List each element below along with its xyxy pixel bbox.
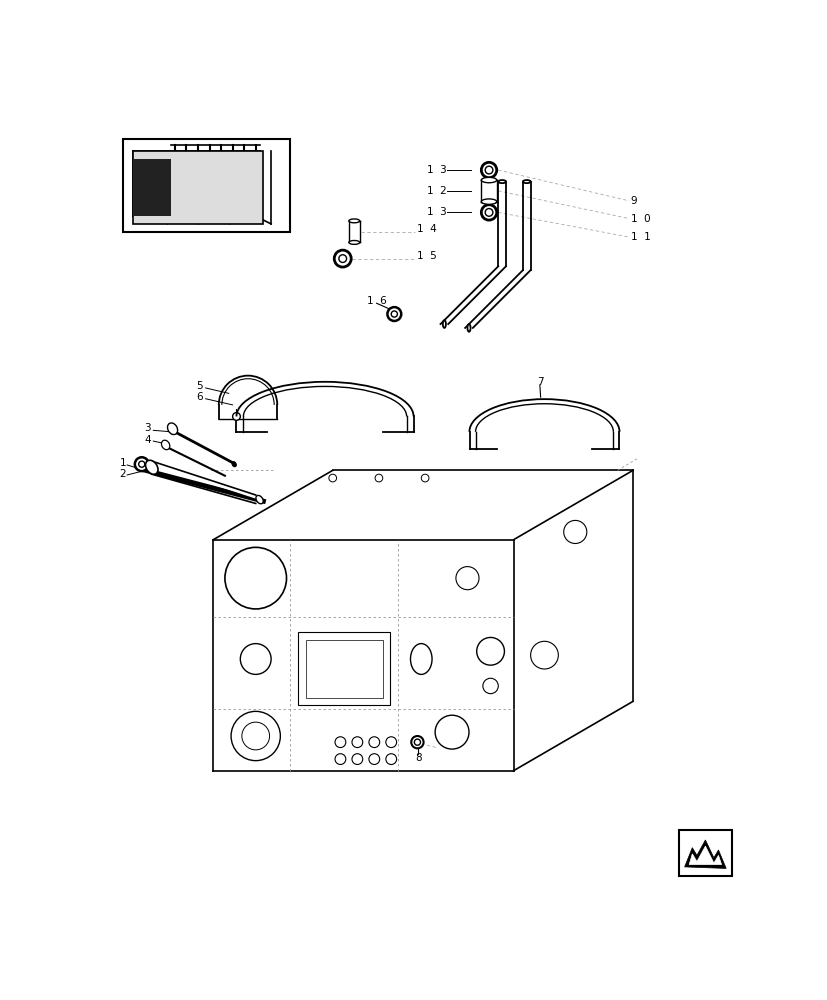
- Circle shape: [241, 722, 270, 750]
- Circle shape: [351, 754, 362, 764]
- Ellipse shape: [414, 739, 420, 745]
- Ellipse shape: [467, 324, 470, 332]
- Bar: [298, 632, 390, 705]
- Circle shape: [232, 413, 240, 420]
- Bar: [132, 158, 171, 216]
- Text: 7: 7: [536, 377, 543, 387]
- Circle shape: [328, 474, 336, 482]
- Circle shape: [369, 754, 380, 764]
- Ellipse shape: [442, 320, 446, 328]
- Circle shape: [476, 637, 504, 665]
- Circle shape: [335, 754, 346, 764]
- Ellipse shape: [411, 736, 423, 748]
- Text: 1  1: 1 1: [630, 232, 650, 242]
- Ellipse shape: [480, 199, 496, 204]
- Ellipse shape: [167, 423, 178, 435]
- Bar: [678, 830, 731, 876]
- Text: 1  6: 1 6: [367, 296, 387, 306]
- Text: 2: 2: [119, 469, 126, 479]
- Circle shape: [385, 754, 396, 764]
- Circle shape: [563, 520, 586, 544]
- Text: 1  3: 1 3: [427, 165, 447, 175]
- Text: 1  4: 1 4: [416, 224, 436, 234]
- Text: 3: 3: [144, 423, 151, 433]
- Text: 1  0: 1 0: [630, 214, 649, 224]
- Ellipse shape: [256, 495, 263, 504]
- Ellipse shape: [485, 209, 492, 216]
- Ellipse shape: [338, 255, 347, 262]
- Circle shape: [456, 567, 479, 590]
- Circle shape: [482, 678, 498, 694]
- Ellipse shape: [485, 166, 492, 174]
- Polygon shape: [684, 840, 725, 868]
- Ellipse shape: [146, 460, 158, 474]
- Ellipse shape: [480, 205, 496, 220]
- Circle shape: [240, 644, 270, 674]
- Circle shape: [351, 737, 362, 748]
- Ellipse shape: [334, 250, 351, 267]
- Text: 8: 8: [414, 753, 421, 763]
- Ellipse shape: [348, 241, 359, 244]
- Ellipse shape: [391, 311, 397, 317]
- Bar: [122, 139, 290, 232]
- Ellipse shape: [387, 307, 401, 321]
- Ellipse shape: [232, 462, 236, 467]
- Text: 6: 6: [196, 392, 203, 402]
- Ellipse shape: [523, 180, 530, 183]
- Text: 1  5: 1 5: [416, 251, 436, 261]
- Text: 9: 9: [630, 196, 637, 206]
- Ellipse shape: [480, 162, 496, 178]
- Ellipse shape: [138, 461, 145, 467]
- Circle shape: [385, 737, 396, 748]
- Ellipse shape: [135, 457, 149, 471]
- Circle shape: [530, 641, 557, 669]
- Circle shape: [231, 711, 280, 761]
- Circle shape: [225, 547, 286, 609]
- Ellipse shape: [410, 644, 432, 674]
- Circle shape: [369, 737, 380, 748]
- Ellipse shape: [348, 219, 359, 223]
- Circle shape: [375, 474, 382, 482]
- Circle shape: [435, 715, 468, 749]
- Bar: [132, 151, 263, 224]
- Text: 1  3: 1 3: [427, 207, 447, 217]
- Text: 1: 1: [119, 458, 126, 468]
- Text: 4: 4: [144, 435, 151, 445]
- Polygon shape: [688, 846, 720, 865]
- Ellipse shape: [480, 177, 496, 183]
- Ellipse shape: [161, 440, 170, 450]
- Text: 1  2: 1 2: [427, 186, 447, 196]
- Text: 5: 5: [196, 381, 203, 391]
- Ellipse shape: [498, 180, 505, 183]
- Circle shape: [421, 474, 428, 482]
- Circle shape: [335, 737, 346, 748]
- Bar: [305, 640, 382, 698]
